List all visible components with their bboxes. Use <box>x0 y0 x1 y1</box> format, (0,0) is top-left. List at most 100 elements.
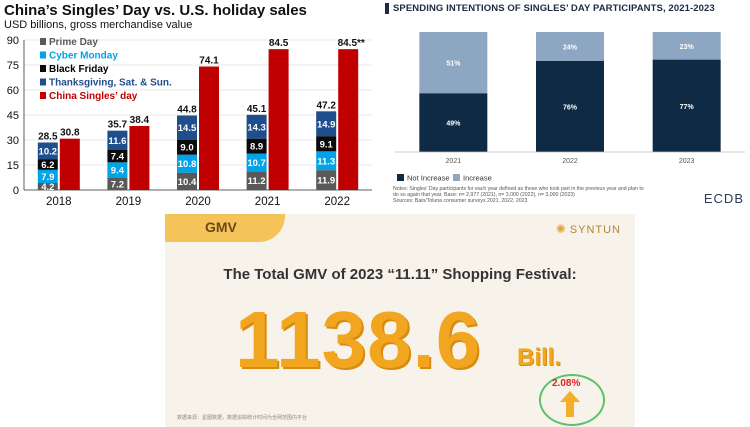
segment-value-label: 4.2 <box>41 182 54 193</box>
gmv-badge-label: GMV <box>205 219 237 235</box>
y-tick-label: 45 <box>7 110 19 122</box>
gmv-panel: GMV ✺ SYNTUN The Total GMV of 2023 “11.11… <box>165 214 635 427</box>
x-tick-label: 2018 <box>46 196 72 208</box>
segment-percent-label: 24% <box>563 44 578 51</box>
singles-day-bar <box>268 49 289 190</box>
stack-total-label: 47.2 <box>316 100 336 111</box>
segment-value-label: 7.9 <box>41 172 54 183</box>
legend-swatch <box>453 174 460 181</box>
stacked-bar-chart: 0 15 30 45 60 75 90 4.27.96.2 10.2 28.5 30.8 2018 7.… <box>7 35 372 208</box>
segment-value-label: 10.8 <box>178 159 197 170</box>
singles-day-value-label: 38.4 <box>130 115 150 126</box>
x-tick-label: 2021 <box>255 196 281 208</box>
chart-title: SPENDING INTENTIONS OF SINGLES’ DAY PART… <box>393 3 715 14</box>
y-tick-label: 90 <box>7 35 19 47</box>
segment-percent-label: 51% <box>446 61 461 68</box>
growth-percent: 2.08% <box>552 378 581 389</box>
stacked-bar-segment <box>316 136 337 152</box>
chart-title: China’s Singles’ Day vs. U.S. holiday sa… <box>4 2 307 19</box>
note-line: do so again that year. Base: n= 2,977 (2… <box>393 192 575 199</box>
x-tick-label: 2022 <box>562 158 578 165</box>
growth-ring <box>539 374 605 426</box>
segment-value-label: 11.6 <box>108 136 126 147</box>
segment-value-label: 9.0 <box>180 143 193 154</box>
legend-label: Increase <box>463 174 492 183</box>
legend-swatch <box>40 51 46 59</box>
singles-day-bar <box>59 138 80 190</box>
legend-label: Cyber Monday <box>49 51 118 62</box>
stacked-bar-segment <box>107 162 128 178</box>
gmv-unit: Bill. <box>517 344 562 371</box>
up-arrow-icon <box>560 391 580 417</box>
percent-bar-chart: 49% 51% 2021 76% 24% 2022 77% 23% 2023 Not Increa… <box>395 32 745 183</box>
segment-percent-label: 76% <box>563 104 578 111</box>
stacked-bar-segment <box>246 138 267 154</box>
segment-value-label: 7.2 <box>111 180 124 191</box>
gmv-value: 1138.6 <box>235 295 482 384</box>
legend-label: Thanksgiving, Sat. & Sun. <box>49 78 172 89</box>
stacked-bar-segment <box>177 139 197 155</box>
stacked-bar-segment <box>246 153 267 172</box>
x-tick-label: 2021 <box>446 158 462 165</box>
percent-bar-segment <box>419 93 488 152</box>
stacked-bar-segment <box>37 159 58 170</box>
percent-bar-segment <box>652 59 721 152</box>
note-line: Sources: Bain/Toluna consumer surveys 20… <box>393 198 528 205</box>
legend-swatch <box>40 38 46 45</box>
starburst-icon: ✺ <box>555 222 567 236</box>
stacked-bar-segment <box>316 151 337 171</box>
segment-percent-label: 23% <box>680 44 695 51</box>
x-tick-label: 2022 <box>324 196 350 208</box>
segment-value-label: 14.3 <box>247 122 266 133</box>
syntun-logo: ✺ SYNTUN <box>556 222 621 236</box>
x-tick-label: 2023 <box>679 158 695 165</box>
source-footnote: 数据来源：星图数据，数据追踪统计时间为全网范围内平台 <box>177 415 308 421</box>
percent-bar-segment <box>419 32 488 94</box>
segment-value-label: 9.1 <box>320 139 334 150</box>
stacked-bar-segment <box>107 150 128 163</box>
segment-percent-label: 77% <box>680 104 695 111</box>
logo-text: SYNTUN <box>569 224 621 236</box>
segment-value-label: 9.4 <box>111 166 125 177</box>
percent-bar-segment <box>536 60 604 152</box>
x-tick-label: 2020 <box>185 196 211 208</box>
spending-intentions-panel: SPENDING INTENTIONS OF SINGLES’ DAY PART… <box>385 0 750 212</box>
stacked-bar-segment <box>37 183 58 190</box>
segment-value-label: 14.9 <box>317 119 336 130</box>
stacked-bar-segment <box>246 171 267 190</box>
stacked-bar-segment <box>177 154 197 173</box>
segment-value-label: 8.9 <box>250 142 263 153</box>
legend-label: China Singles’ day <box>49 91 138 102</box>
stacked-bar-segment <box>246 114 267 139</box>
singles-day-value-label: 84.5 <box>269 38 289 49</box>
brand-logo: ECDB <box>703 191 744 206</box>
stack-total-label: 35.7 <box>108 120 128 131</box>
singles-day-bar <box>338 49 359 190</box>
legend-swatch <box>40 78 46 86</box>
note-line: Notes: Singles’ Day participants for eac… <box>393 186 644 192</box>
stacked-bar-segment <box>177 172 197 190</box>
percent-bar-segment <box>536 32 604 61</box>
y-tick-label: 0 <box>13 185 19 197</box>
stack-total-label: 45.1 <box>247 104 267 115</box>
segment-value-label: 11.9 <box>317 176 335 187</box>
legend-swatch <box>40 65 46 72</box>
segment-value-label: 10.2 <box>39 147 58 158</box>
stacked-bar-segment <box>37 142 58 160</box>
legend-label: Prime Day <box>49 37 98 48</box>
percent-bar-segment <box>652 32 721 60</box>
stacked-bar-segment <box>107 130 128 150</box>
singles-day-value-label: 30.8 <box>60 128 80 139</box>
legend-swatch <box>40 92 46 99</box>
singles-day-bar <box>129 126 150 190</box>
singles-day-bar <box>199 66 219 190</box>
x-tick-label: 2019 <box>116 196 142 208</box>
title-accent-bar <box>385 3 389 14</box>
headline: The Total GMV of 2023 “11.11” Shopping F… <box>223 266 577 283</box>
segment-value-label: 14.5 <box>178 123 197 134</box>
stacked-bar-segment <box>37 169 58 183</box>
segment-value-label: 11.2 <box>248 176 266 187</box>
stack-total-label: 44.8 <box>177 105 197 116</box>
segment-value-label: 7.4 <box>111 152 125 163</box>
stacked-bar-segment <box>177 115 197 140</box>
